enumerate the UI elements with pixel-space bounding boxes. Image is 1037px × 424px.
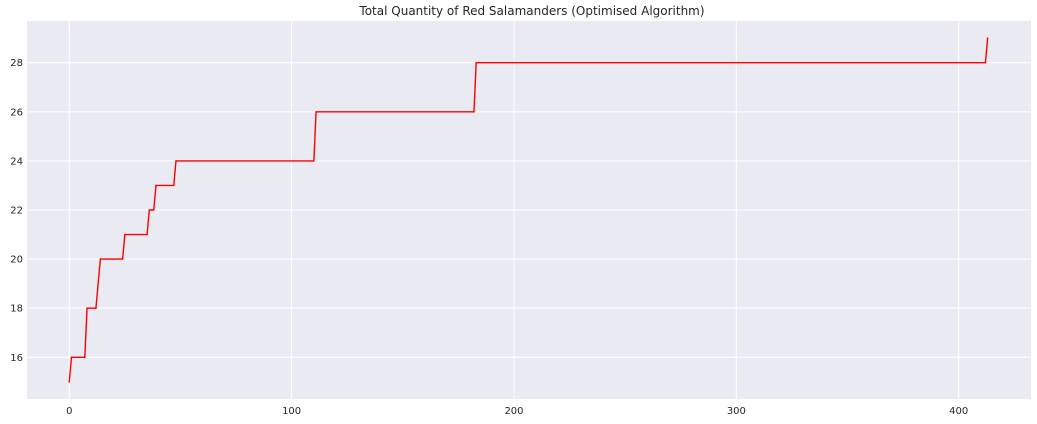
data-point (99, 258, 102, 260)
data-point (86, 307, 88, 309)
data-point (475, 61, 477, 64)
data-point (172, 184, 175, 187)
data-point (152, 209, 155, 211)
y-tick-label: 20 (10, 255, 23, 266)
data-point (175, 160, 177, 162)
y-axis-ticks: 16 18 20 22 24 26 28 (10, 58, 23, 364)
data-point (148, 209, 151, 211)
y-tick-label: 24 (10, 156, 23, 167)
data-point (146, 233, 148, 236)
data-point (473, 111, 475, 113)
x-tick-label: 300 (727, 406, 746, 417)
y-tick-label: 28 (10, 58, 23, 69)
data-point (84, 356, 86, 359)
x-axis-ticks: 0 100 200 300 400 (66, 406, 968, 417)
data-point (70, 356, 73, 359)
grid (27, 21, 1031, 399)
data-point (155, 184, 157, 187)
y-tick-label: 22 (10, 206, 23, 217)
x-tick-label: 400 (949, 406, 968, 417)
x-tick-label: 200 (504, 406, 523, 417)
y-tick-label: 26 (10, 107, 23, 118)
data-point (68, 381, 71, 383)
data-point (121, 258, 124, 260)
data-point (315, 111, 317, 113)
series-layer (68, 37, 989, 383)
y-tick-label: 18 (10, 304, 23, 315)
data-point (95, 307, 97, 309)
series-line (68, 38, 989, 382)
y-tick-label: 16 (10, 353, 23, 364)
data-point (313, 160, 315, 162)
data-point (986, 37, 989, 39)
x-tick-label: 0 (66, 406, 72, 417)
data-point (984, 61, 987, 64)
chart-title: Total Quantity of Red Salamanders (Optim… (358, 4, 704, 18)
data-point (124, 233, 126, 236)
x-tick-label: 100 (282, 406, 301, 417)
